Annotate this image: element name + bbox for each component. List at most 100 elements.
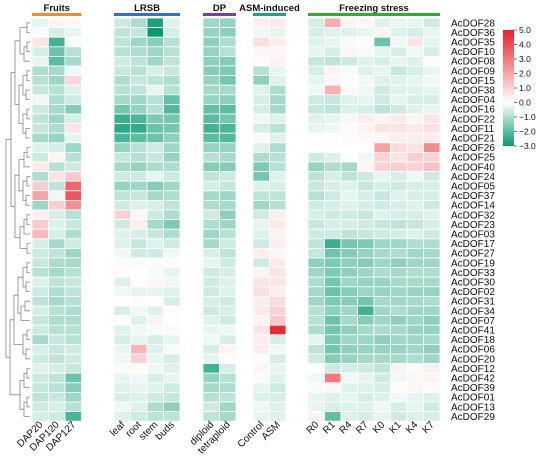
- heatmap-cell: [130, 180, 148, 192]
- heatmap-cell: [390, 219, 408, 230]
- heatmap-cell: [324, 382, 342, 393]
- heatmap-cell: [130, 353, 148, 365]
- column-label: K0: [371, 419, 388, 436]
- heatmap-cell: [64, 199, 82, 211]
- heatmap-cell: [31, 276, 49, 288]
- heatmap-cell: [64, 36, 82, 48]
- heatmap-cell: [146, 161, 164, 173]
- colorbar-tick-label: 0.0: [519, 98, 531, 108]
- heatmap-cell: [390, 276, 408, 288]
- heatmap-cell: [390, 104, 408, 115]
- heatmap-cell: [146, 171, 164, 182]
- heatmap-cell: [357, 199, 375, 211]
- heatmap-cell: [219, 401, 237, 413]
- heatmap-cell: [340, 238, 358, 249]
- heatmap-cell: [340, 75, 358, 86]
- heatmap-cell: [163, 372, 181, 384]
- heatmap-cell: [202, 391, 220, 403]
- heatmap-cell: [113, 219, 131, 230]
- heatmap-cell: [252, 276, 270, 288]
- heatmap-cell: [130, 276, 148, 288]
- heatmap-cell: [130, 17, 148, 29]
- heatmap-cell: [31, 104, 49, 115]
- heatmap-cell: [390, 363, 408, 374]
- heatmap-cell: [324, 46, 342, 57]
- row-label: AcDOF31: [451, 297, 495, 308]
- row-label: AcDOF16: [451, 105, 495, 116]
- heatmap-cell: [406, 372, 424, 384]
- heatmap-cell: [373, 56, 391, 67]
- heatmap-cell: [146, 267, 164, 278]
- heatmap-cell: [340, 343, 358, 355]
- heatmap-cell: [113, 171, 131, 182]
- row-label: AcDOF35: [451, 38, 495, 49]
- heatmap-cell: [64, 209, 82, 221]
- heatmap-cell: [113, 161, 131, 173]
- heatmap-cell: [357, 363, 375, 374]
- heatmap-cell: [269, 104, 287, 115]
- heatmap-cell: [163, 209, 181, 221]
- heatmap-cell: [340, 286, 358, 297]
- heatmap-cell: [163, 411, 181, 422]
- heatmap-cell: [202, 161, 220, 173]
- heatmap-cell: [373, 286, 391, 297]
- heatmap-cell: [340, 171, 358, 182]
- heatmap-cell: [64, 343, 82, 355]
- heatmap-cell: [48, 228, 66, 240]
- heatmap-cell: [324, 219, 342, 230]
- heatmap-cell: [390, 353, 408, 365]
- dendrogram-branch: [25, 281, 30, 292]
- heatmap-cell: [373, 238, 391, 249]
- heatmap-cell: [390, 75, 408, 86]
- heatmap-cell: [48, 391, 66, 403]
- heatmap-cell: [64, 305, 82, 317]
- heatmap-cell: [113, 151, 131, 163]
- heatmap-cell: [202, 257, 220, 269]
- heatmap-cell: [357, 286, 375, 297]
- heatmap-cell: [219, 315, 237, 326]
- heatmap-cell: [406, 27, 424, 38]
- heatmap-cell: [252, 94, 270, 105]
- heatmap-cell: [406, 267, 424, 278]
- dendrogram-branch: [26, 329, 30, 340]
- heatmap-cell: [324, 295, 342, 307]
- heatmap-cell: [146, 411, 164, 422]
- colorbar-tick-label: 4.0: [519, 40, 531, 50]
- heatmap-cell: [390, 180, 408, 192]
- heatmap-cell: [113, 65, 131, 77]
- heatmap-cell: [324, 36, 342, 48]
- heatmap-cell: [48, 257, 66, 269]
- heatmap-cell: [307, 305, 325, 317]
- heatmap-cell: [406, 228, 424, 240]
- row-label: AcDOF07: [451, 316, 495, 327]
- heatmap-cell: [423, 276, 441, 288]
- heatmap-cell: [48, 17, 66, 29]
- heatmap-cell: [340, 267, 358, 278]
- heatmap-cell: [64, 104, 82, 115]
- heatmap-cell: [340, 209, 358, 221]
- heatmap-cell: [269, 276, 287, 288]
- heatmap-cell: [163, 151, 181, 163]
- heatmap-cell: [390, 46, 408, 57]
- heatmap-cell: [390, 56, 408, 67]
- row-label: AcDOF05: [451, 182, 495, 193]
- heatmap-cell: [252, 257, 270, 269]
- heatmap-cell: [423, 190, 441, 201]
- heatmap-cell: [406, 151, 424, 163]
- heatmap-cell: [373, 219, 391, 230]
- heatmap-cell: [390, 228, 408, 240]
- heatmap-cell: [307, 46, 325, 57]
- heatmap-cell: [113, 295, 131, 307]
- dendrogram-branch: [17, 276, 23, 314]
- heatmap-cell: [113, 343, 131, 355]
- heatmap-cell: [219, 276, 237, 288]
- heatmap-cell: [113, 315, 131, 326]
- dendrogram-branch: [5, 139, 11, 358]
- heatmap-cell: [307, 315, 325, 326]
- heatmap-cell: [163, 199, 181, 211]
- heatmap-cell: [146, 209, 164, 221]
- row-label: AcDOF32: [451, 210, 495, 221]
- heatmap-cell: [373, 209, 391, 221]
- heatmap-cell: [373, 36, 391, 48]
- heatmap-cell: [146, 382, 164, 393]
